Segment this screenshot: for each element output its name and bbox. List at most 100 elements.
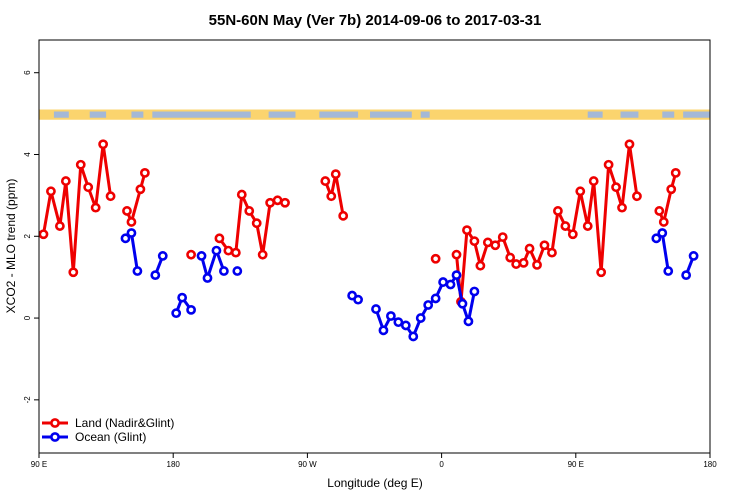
land-point bbox=[666, 184, 677, 195]
land-point bbox=[505, 252, 516, 263]
land-point bbox=[139, 167, 150, 178]
land-point bbox=[60, 176, 71, 186]
land-point bbox=[90, 202, 101, 213]
ocean-point bbox=[681, 270, 692, 281]
x-tick-label: 90 E bbox=[568, 460, 584, 469]
ocean-point bbox=[438, 277, 448, 287]
ocean-point bbox=[371, 304, 381, 314]
ocean-point bbox=[232, 266, 243, 276]
x-tick-label: 0 bbox=[439, 460, 444, 469]
land-point bbox=[511, 259, 522, 269]
land-line bbox=[125, 172, 147, 224]
ocean-point bbox=[457, 298, 468, 309]
band-ocean bbox=[319, 111, 359, 118]
land-line bbox=[41, 142, 113, 274]
land-point bbox=[280, 197, 290, 208]
ocean-point bbox=[186, 304, 196, 315]
land-point bbox=[617, 202, 627, 213]
plot-frame bbox=[38, 39, 711, 454]
ocean-point bbox=[463, 316, 474, 327]
land-point bbox=[539, 240, 550, 251]
ocean-point bbox=[150, 270, 161, 281]
series-land bbox=[39, 139, 681, 307]
land-point bbox=[186, 249, 196, 260]
land-point bbox=[54, 221, 65, 231]
land-point bbox=[451, 249, 462, 260]
land-point bbox=[624, 139, 635, 150]
ocean-point bbox=[430, 293, 441, 304]
land-point bbox=[547, 247, 557, 258]
land-point bbox=[575, 186, 586, 197]
ocean-point bbox=[202, 273, 213, 283]
x-axis-label: Longitude (deg E) bbox=[327, 476, 422, 490]
band-ocean bbox=[370, 111, 412, 118]
series-ocean bbox=[120, 228, 699, 342]
ocean-point bbox=[451, 270, 462, 281]
land-point bbox=[430, 253, 441, 264]
land-point bbox=[560, 221, 571, 231]
land-point bbox=[596, 267, 607, 278]
land-line bbox=[323, 172, 345, 217]
land-point bbox=[462, 225, 472, 236]
land-point bbox=[223, 245, 234, 256]
band-ocean bbox=[53, 111, 69, 118]
land-point bbox=[98, 139, 109, 150]
land-point bbox=[272, 195, 283, 206]
band-ocean bbox=[683, 111, 710, 118]
ocean-point bbox=[400, 320, 411, 331]
y-tick-label: 6 bbox=[23, 70, 32, 75]
legend-marker-ocean bbox=[50, 432, 60, 442]
ocean-point bbox=[386, 311, 396, 321]
band-ocean bbox=[587, 111, 603, 118]
land-ocean-band bbox=[39, 109, 710, 120]
band-ocean bbox=[620, 111, 639, 118]
ocean-point bbox=[423, 300, 434, 310]
land-point bbox=[214, 233, 225, 244]
band-ocean bbox=[268, 111, 296, 118]
x-tick-label: 180 bbox=[167, 460, 181, 469]
ocean-point bbox=[177, 292, 188, 303]
land-point bbox=[230, 247, 241, 258]
ocean-point bbox=[171, 308, 182, 319]
land-point bbox=[68, 267, 79, 278]
x-tick-label: 90 W bbox=[298, 460, 317, 469]
band-ocean bbox=[662, 111, 675, 118]
land-point bbox=[126, 217, 137, 227]
series-layer bbox=[39, 139, 699, 342]
ocean-point bbox=[663, 266, 674, 276]
band-ocean bbox=[420, 111, 430, 118]
band-ocean bbox=[131, 111, 144, 118]
ocean-point bbox=[657, 228, 668, 238]
legend-label-land: Land (Nadir&Glint) bbox=[75, 416, 174, 430]
land-point bbox=[582, 221, 593, 231]
land-point bbox=[75, 159, 86, 170]
legend: Land (Nadir&Glint)Ocean (Glint) bbox=[42, 416, 174, 444]
ocean-point bbox=[651, 233, 662, 244]
ocean-point bbox=[415, 313, 426, 323]
land-point bbox=[83, 182, 94, 193]
land-point bbox=[244, 206, 255, 216]
land-point bbox=[588, 176, 599, 186]
band-ocean bbox=[152, 111, 251, 118]
land-point bbox=[654, 206, 665, 216]
land-point bbox=[490, 240, 501, 251]
land-point bbox=[236, 189, 247, 200]
ocean-point bbox=[218, 266, 229, 276]
land-line bbox=[657, 172, 678, 224]
ocean-point bbox=[120, 233, 131, 244]
land-point bbox=[475, 260, 486, 271]
y-tick-label: 0 bbox=[23, 315, 32, 320]
land-point bbox=[338, 210, 349, 221]
legend-marker-land bbox=[50, 418, 60, 428]
ocean-point bbox=[353, 294, 363, 305]
x-tick-label: 180 bbox=[703, 460, 717, 469]
ocean-point bbox=[126, 228, 137, 238]
ocean-point bbox=[378, 325, 389, 336]
land-point bbox=[524, 243, 535, 254]
ocean-point bbox=[211, 245, 222, 256]
land-point bbox=[658, 217, 669, 227]
land-point bbox=[632, 191, 642, 202]
land-point bbox=[105, 191, 116, 202]
ocean-point bbox=[196, 251, 207, 261]
